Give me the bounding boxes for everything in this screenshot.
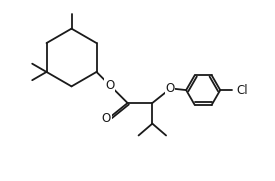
Text: O: O: [102, 112, 111, 125]
Text: O: O: [166, 82, 175, 95]
Text: Cl: Cl: [237, 84, 248, 97]
Text: O: O: [105, 79, 114, 92]
